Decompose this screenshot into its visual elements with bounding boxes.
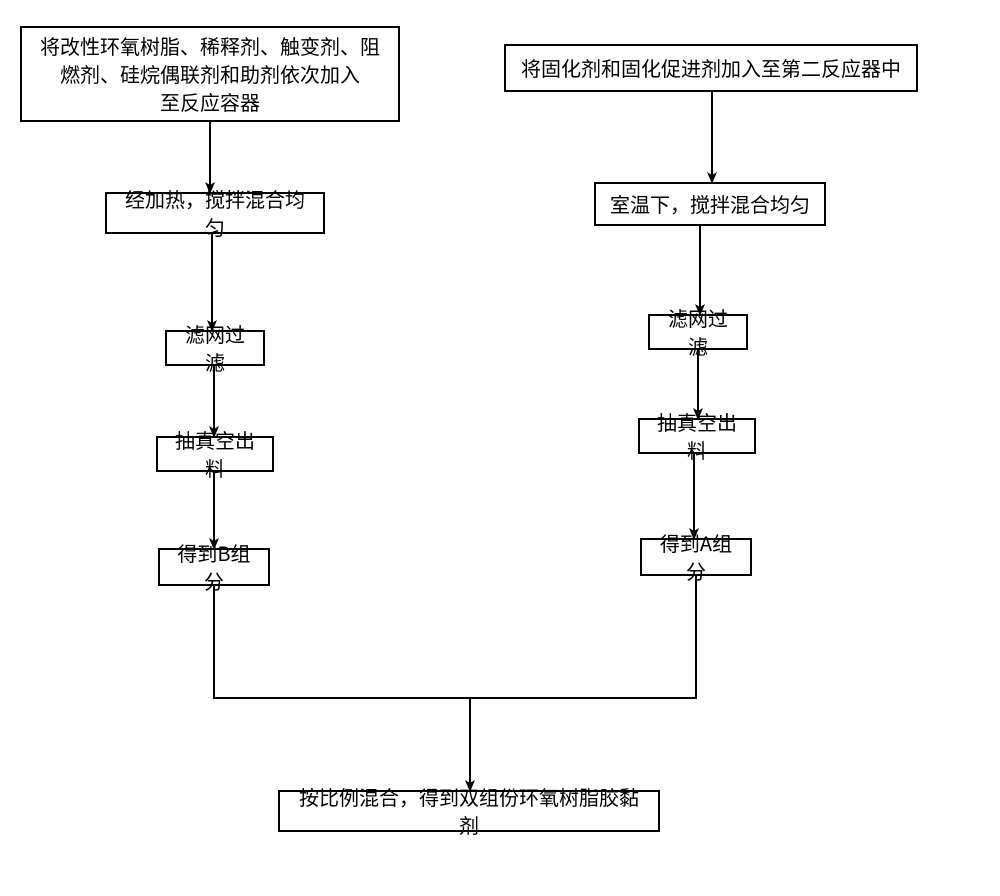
node-a1-label: 将固化剂和固化促进剂加入至第二反应器中	[521, 54, 901, 82]
node-b2: 经加热，搅拌混合均匀	[105, 192, 325, 234]
edge-b5-final	[214, 586, 470, 790]
node-a4-label: 抽真空出料	[650, 408, 744, 464]
node-b1: 将改性环氧树脂、稀释剂、触变剂、阻燃剂、硅烷偶联剂和助剂依次加入至反应容器	[20, 26, 400, 122]
edge-a5-merge	[470, 576, 696, 698]
node-b3-label: 滤网过滤	[177, 320, 253, 376]
node-final-label: 按比例混合，得到双组份环氧树脂胶黏剂	[290, 783, 648, 839]
node-b4-label: 抽真空出料	[168, 426, 262, 482]
node-a2: 室温下，搅拌混合均匀	[594, 182, 826, 226]
node-a3: 滤网过滤	[648, 314, 748, 350]
node-a1: 将固化剂和固化促进剂加入至第二反应器中	[504, 44, 918, 92]
flow-edges	[0, 0, 1000, 896]
node-a4: 抽真空出料	[638, 418, 756, 454]
node-b5-label: 得到B组分	[170, 539, 258, 595]
node-a5-label: 得到A组分	[652, 529, 740, 585]
node-a5: 得到A组分	[640, 538, 752, 576]
node-a2-label: 室温下，搅拌混合均匀	[610, 190, 810, 218]
node-b5: 得到B组分	[158, 548, 270, 586]
node-b2-label: 经加热，搅拌混合均匀	[117, 185, 313, 241]
node-final: 按比例混合，得到双组份环氧树脂胶黏剂	[278, 790, 660, 832]
node-b1-label: 将改性环氧树脂、稀释剂、触变剂、阻燃剂、硅烷偶联剂和助剂依次加入至反应容器	[40, 32, 380, 116]
node-a3-label: 滤网过滤	[660, 304, 736, 360]
node-b3: 滤网过滤	[165, 330, 265, 366]
node-b4: 抽真空出料	[156, 436, 274, 472]
